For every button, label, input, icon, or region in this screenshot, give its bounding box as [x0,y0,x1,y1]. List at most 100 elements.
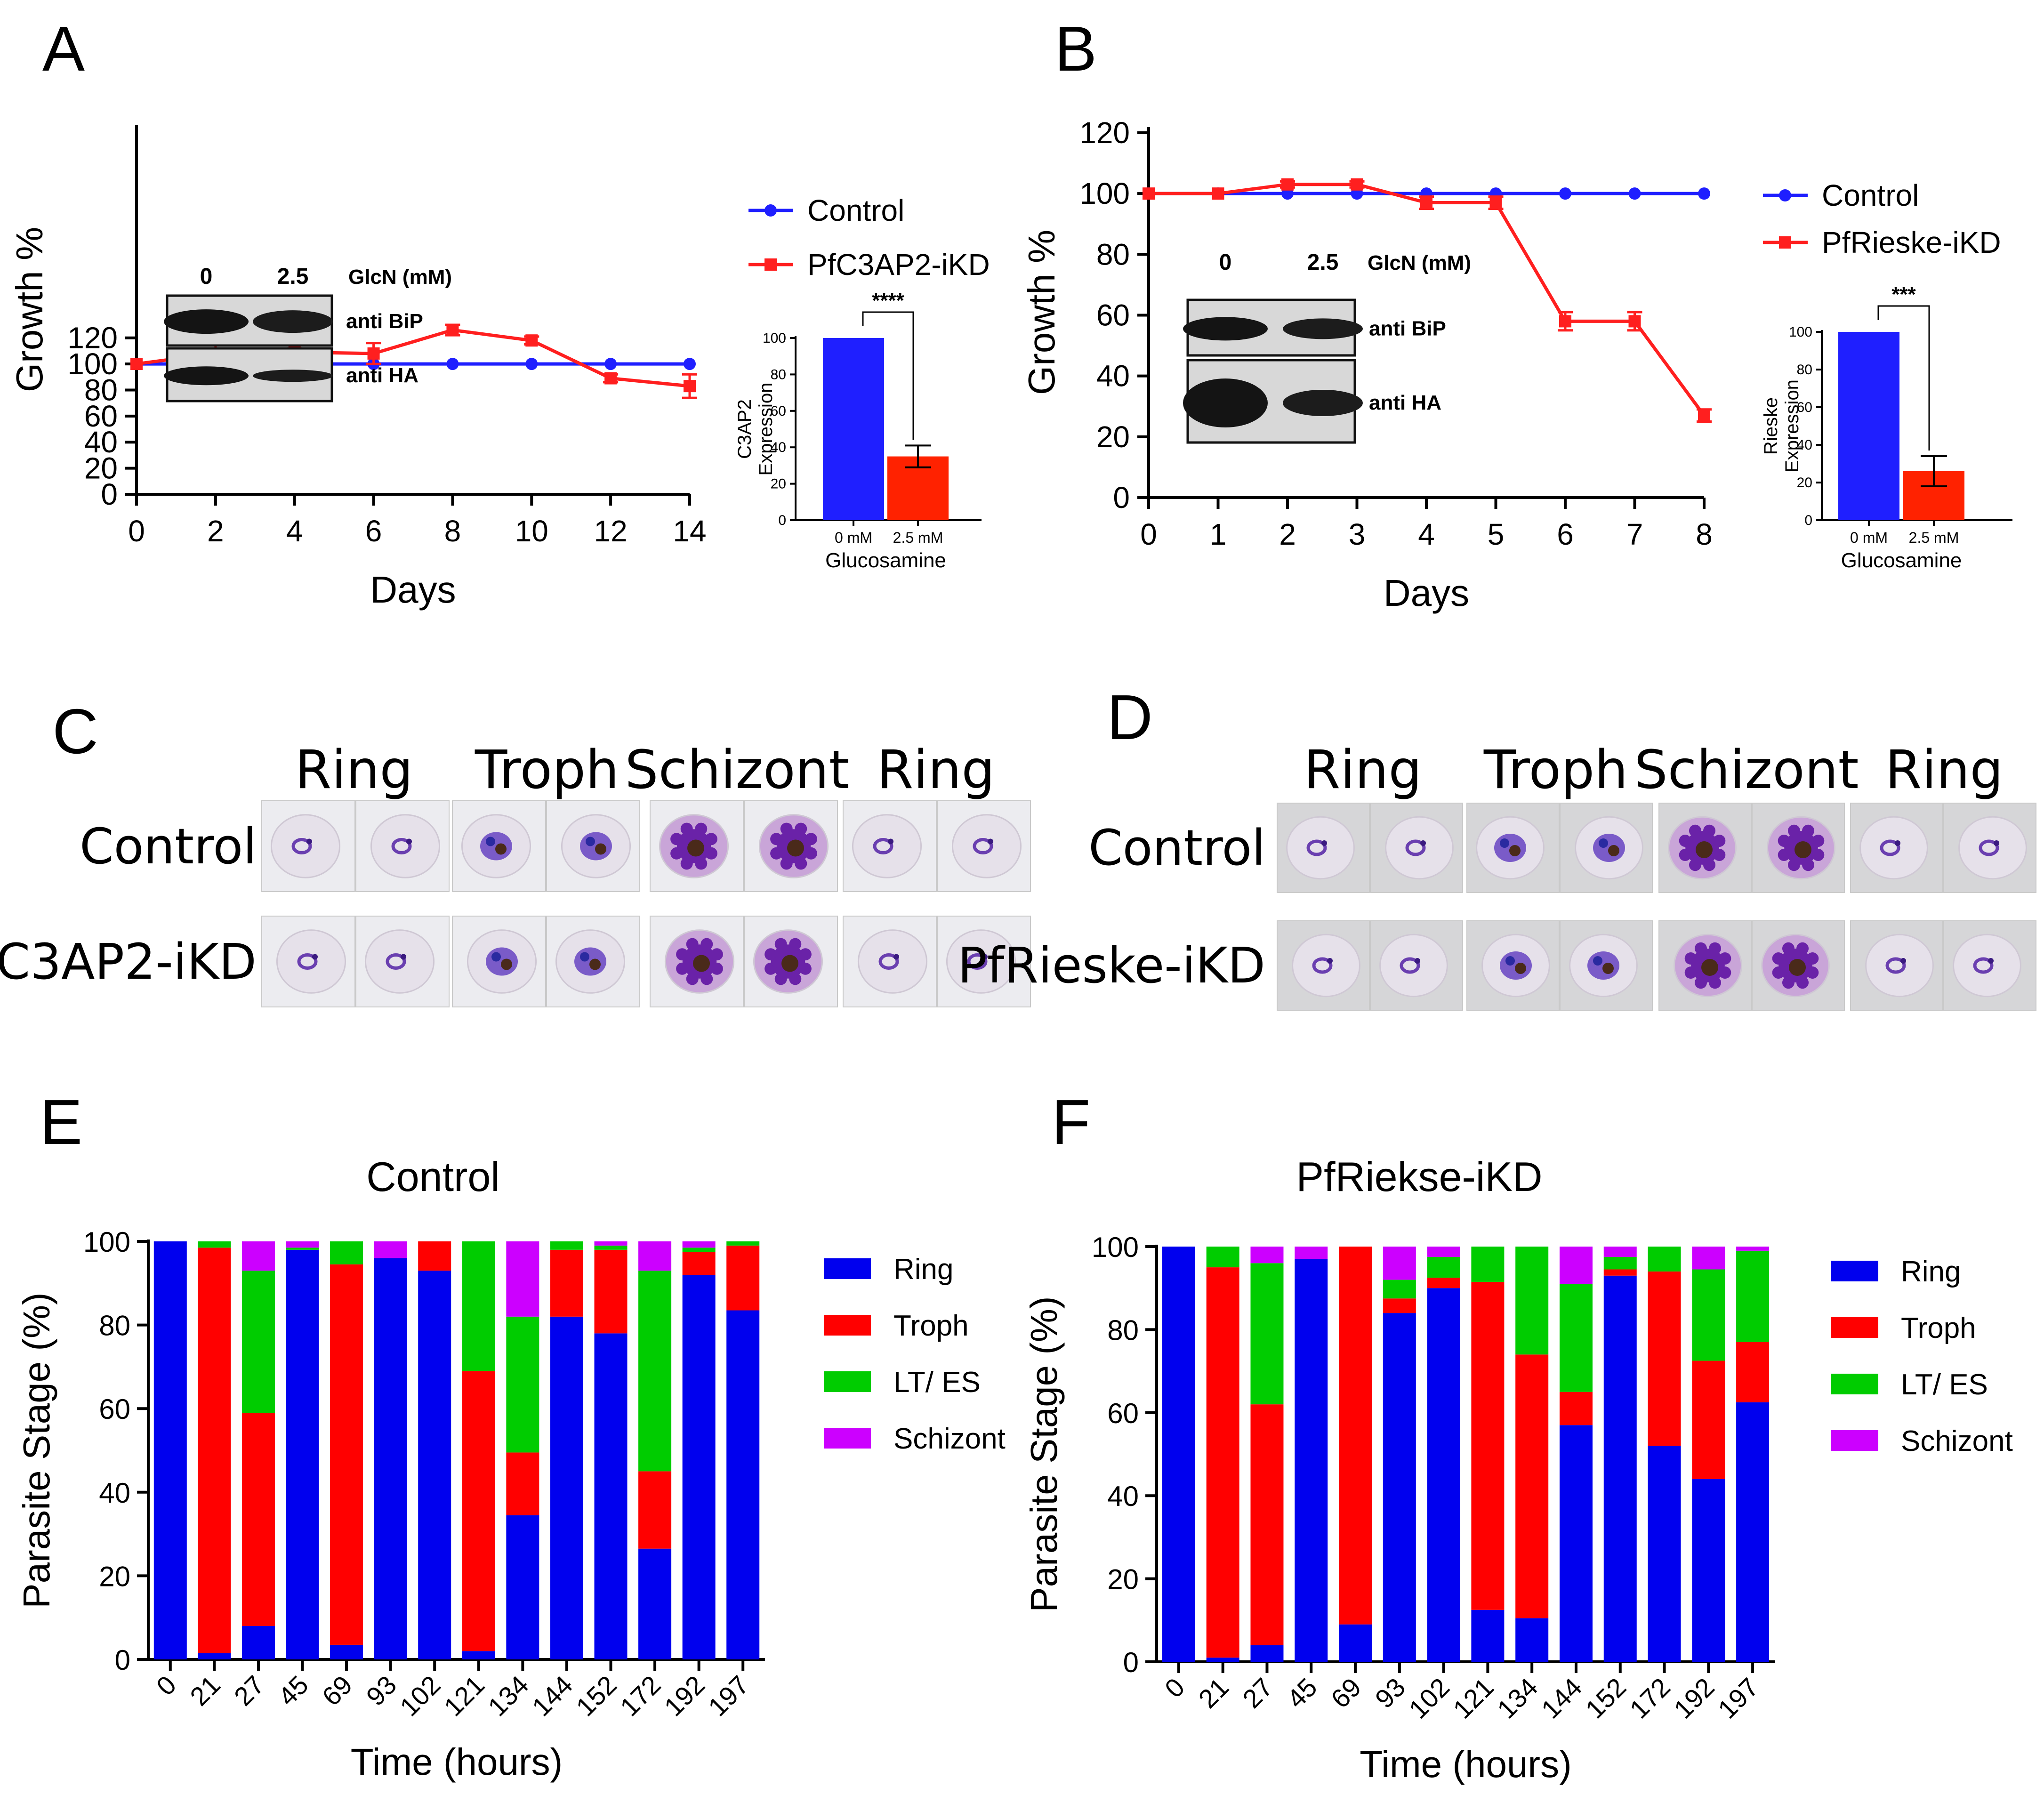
merozoite [1719,952,1731,965]
x-axis-title: Days [1384,572,1469,614]
schizont-cell-image [745,801,837,891]
x-tick-label: 8 [444,514,461,548]
merozoite [1787,859,1800,871]
bar-segment-lt-es [550,1241,583,1250]
x-tick-label: 69 [316,1670,358,1712]
x-tick-label: 192 [659,1670,711,1722]
hemozoin-pigment [1789,959,1806,976]
ring-parasite [1400,957,1420,974]
micrograph-tile [546,800,640,892]
hemozoin-pigment [787,839,804,857]
x-tick-label: 0 [1140,517,1157,551]
bar-segment-lt-es [594,1245,628,1250]
bar-segment-troph [1736,1342,1770,1402]
data-point-pfrieske-ikd [1420,196,1432,209]
hemozoin-pigment [1602,963,1614,974]
data-point-pfrieske-ikd [1351,178,1363,191]
x-tick-label: 172 [1624,1672,1676,1724]
parasite-nucleus [1505,956,1515,966]
ring-parasite [1885,957,1906,974]
micrograph-tile [355,800,450,892]
data-point-control [684,358,696,370]
troph-cell-image [1561,921,1652,1010]
inset-y-tick-label: 40 [1797,437,1812,453]
legend-label-control: Control [1822,178,1919,212]
y-tick-label: 80 [1107,1314,1139,1346]
y-tick-label: 100 [1079,177,1130,210]
micrograph-tile [1943,920,2036,1011]
ring-parasite [878,953,899,970]
x-tick-label: 45 [272,1670,314,1712]
ring-cell-image [1851,921,1942,1010]
merozoite [695,822,708,835]
data-point-control [525,358,538,370]
ring-cell-image [1278,804,1369,892]
bar-segment-schizont [241,1241,275,1271]
troph-cell-image [453,917,545,1006]
legend-label-troph: Troph [1901,1312,1976,1344]
stage-label-ring: Ring [877,740,995,801]
merozoite [710,948,723,961]
hemozoin-pigment [687,839,704,857]
stage-label-ring: Ring [1304,740,1422,801]
bar-segment-schizont [1383,1247,1416,1280]
bar-segment-ring [286,1249,319,1659]
micrograph-tile [1560,803,1653,893]
merozoite [700,938,713,950]
merozoite [1679,834,1691,847]
data-point-pfrieske-ikd [1628,315,1641,328]
y-tick-label: 120 [67,321,118,355]
merozoite [670,833,683,845]
legend-swatch-ring [824,1258,871,1279]
y-tick-label: 0 [1123,1647,1139,1678]
western-blot: 0 2.5 GlcN (mM) anti BiP anti HA [1183,250,1471,444]
parasite-nucleus [401,954,406,960]
bar-segment-ring [1471,1610,1505,1662]
bar-segment-lt-es [286,1248,319,1250]
micrograph-tile [1752,803,1845,893]
inset-y-axis-title: Expression [1782,379,1803,473]
y-tick-label: 0 [1113,481,1130,515]
x-tick-label: 27 [228,1670,270,1712]
y-tick-label: 40 [84,425,118,459]
bar-segment-troph [550,1249,583,1317]
ring-cell-image [938,801,1030,891]
y-tick-label: 60 [1096,298,1130,332]
hemozoin-pigment [1509,845,1521,856]
micrograph-tile [355,916,450,1007]
bar-segment-troph [198,1248,231,1653]
bar-segment-lt-es [726,1241,760,1246]
y-tick-label: 80 [84,373,118,407]
x-tick-label: 0 [151,1670,182,1701]
x-axis-title: Time (hours) [1360,1743,1571,1785]
x-tick-label: 5 [1488,517,1505,551]
x-tick-label: 2 [1279,517,1296,551]
merozoite [805,833,817,845]
bar-segment-ring [594,1333,628,1659]
x-tick-label: 0 [128,514,145,548]
merozoite [1772,952,1785,965]
ring-cell-image [1944,804,2036,892]
data-point-control [446,358,459,370]
parasite-nucleus [988,838,993,845]
ring-cell-image [1944,921,2036,1010]
chart-title: Control [366,1153,500,1200]
bar-segment-ring [1383,1313,1416,1662]
bar-segment-troph [1471,1281,1505,1610]
bar-segment-troph [1603,1269,1637,1276]
inset-y-tick-label: 60 [771,403,786,419]
x-tick-label: 0 [1159,1672,1191,1704]
bar-segment-ring [241,1626,275,1659]
panel-letter-e: E [40,1087,82,1158]
ring-parasite [1880,839,1900,856]
inset-y-tick-label: 80 [1797,362,1812,378]
x-tick-label: 102 [394,1670,446,1722]
micrograph-tile [1752,920,1845,1011]
legend-label-ring: Ring [1901,1256,1961,1288]
x-tick-label: 6 [1557,517,1574,551]
hemozoin-pigment [1515,963,1526,974]
bar-segment-troph [241,1413,275,1626]
bar-segment-ring [1736,1402,1770,1662]
bar-segment-ring [1427,1288,1460,1662]
legend-swatch-schizont [824,1428,871,1449]
